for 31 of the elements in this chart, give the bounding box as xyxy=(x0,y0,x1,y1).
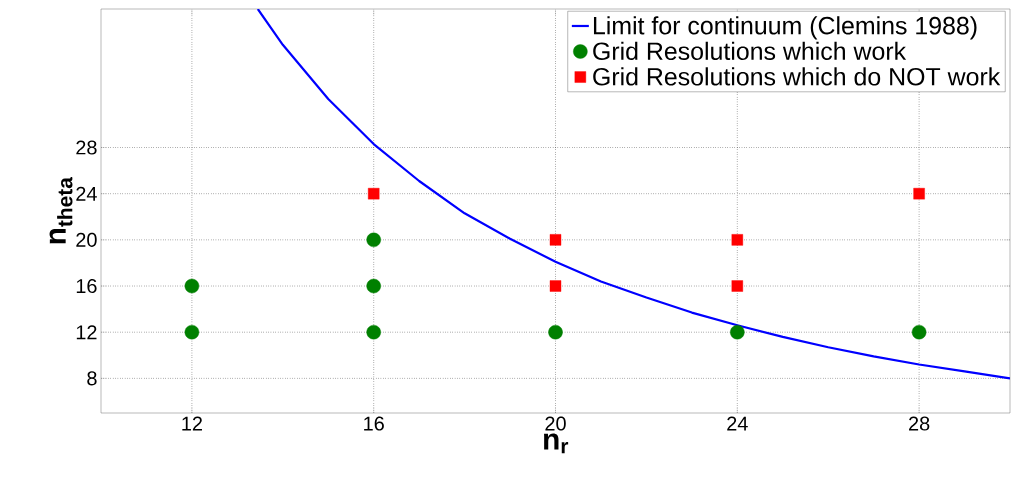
x-tick-label: 16 xyxy=(364,416,384,431)
point xyxy=(184,278,200,294)
line-series xyxy=(256,9,1011,380)
point xyxy=(911,325,927,340)
point xyxy=(366,232,381,248)
point xyxy=(549,280,562,292)
point xyxy=(366,278,381,294)
point xyxy=(549,234,562,246)
y-tick-label: 20 xyxy=(76,232,97,247)
y-tick-label: 12 xyxy=(76,325,97,340)
point xyxy=(368,187,380,200)
point xyxy=(548,325,563,340)
point xyxy=(184,325,200,340)
x-tick-label: 28 xyxy=(909,416,930,431)
y-tick-label: 24 xyxy=(76,186,97,201)
x-axis-title: n$_{r}$ xyxy=(544,433,569,454)
legend-label: Grid Resolutions which do NOT work xyxy=(593,67,1001,86)
y-tick-label: 28 xyxy=(76,140,97,155)
point xyxy=(913,187,925,200)
x-tick-label: 24 xyxy=(727,416,748,431)
point xyxy=(731,280,744,292)
y-tick-label: 16 xyxy=(76,278,97,294)
point xyxy=(731,234,744,246)
legend-label: Grid Resolutions which work xyxy=(593,41,907,61)
y-axis-title: n$_{theta}$ xyxy=(49,177,73,244)
point xyxy=(366,325,381,340)
legend-label: Limit for continuum (Clemins 1988) xyxy=(593,16,977,40)
x-tick-label: 20 xyxy=(545,416,566,431)
x-tick-label: 12 xyxy=(182,416,202,431)
y-tick-label: 8 xyxy=(87,371,97,386)
point xyxy=(730,325,745,340)
